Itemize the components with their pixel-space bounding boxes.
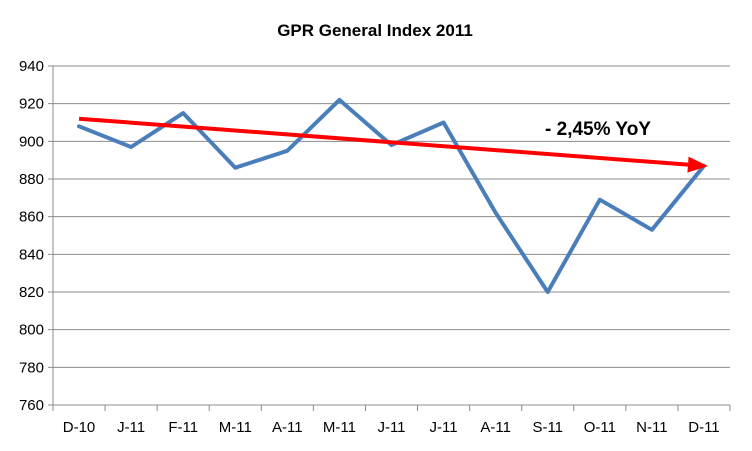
chart-title: GPR General Index 2011 <box>277 21 473 40</box>
y-tick-label: 900 <box>19 133 44 150</box>
series-group <box>77 97 706 294</box>
trend-annotation: - 2,45% YoY <box>545 119 651 140</box>
x-tick-label: M-11 <box>219 419 252 436</box>
x-tick-label: M-11 <box>323 419 356 436</box>
x-axis-ticks: D-10 J-11 F-11 M-11 A-11 M-11 J-11 J-11 A-11 S-11… <box>52 405 731 436</box>
x-tick-label: N-11 <box>636 419 667 436</box>
y-tick-label: 760 <box>19 397 44 414</box>
y-tick-label: 920 <box>19 96 44 113</box>
y-tick-label: 940 <box>19 58 44 75</box>
y-tick-label: 780 <box>19 359 44 376</box>
gridlines <box>48 65 730 406</box>
y-axis-ticks: 760 780 800 820 840 860 880 900 920 940 <box>19 58 44 414</box>
x-tick-label: J-11 <box>117 419 145 436</box>
trend-arrowhead <box>687 156 708 173</box>
y-tick-label: 860 <box>19 209 44 226</box>
y-tick-label: 820 <box>19 284 44 301</box>
x-tick-label: J-11 <box>377 419 405 436</box>
x-tick-label: F-11 <box>168 419 198 436</box>
x-tick-label: O-11 <box>584 419 616 436</box>
trend-line <box>78 116 689 167</box>
x-tick-label: D-11 <box>688 419 719 436</box>
x-tick-label: J-11 <box>430 419 458 436</box>
y-tick-label: 840 <box>19 246 44 263</box>
x-tick-label: A-11 <box>272 419 303 436</box>
x-tick-label: S-11 <box>532 419 563 436</box>
x-tick-label: D-10 <box>63 419 96 436</box>
trend-group <box>78 116 708 173</box>
y-tick-label: 800 <box>19 322 44 339</box>
x-tick-label: A-11 <box>480 419 511 436</box>
y-tick-label: 880 <box>19 171 44 188</box>
